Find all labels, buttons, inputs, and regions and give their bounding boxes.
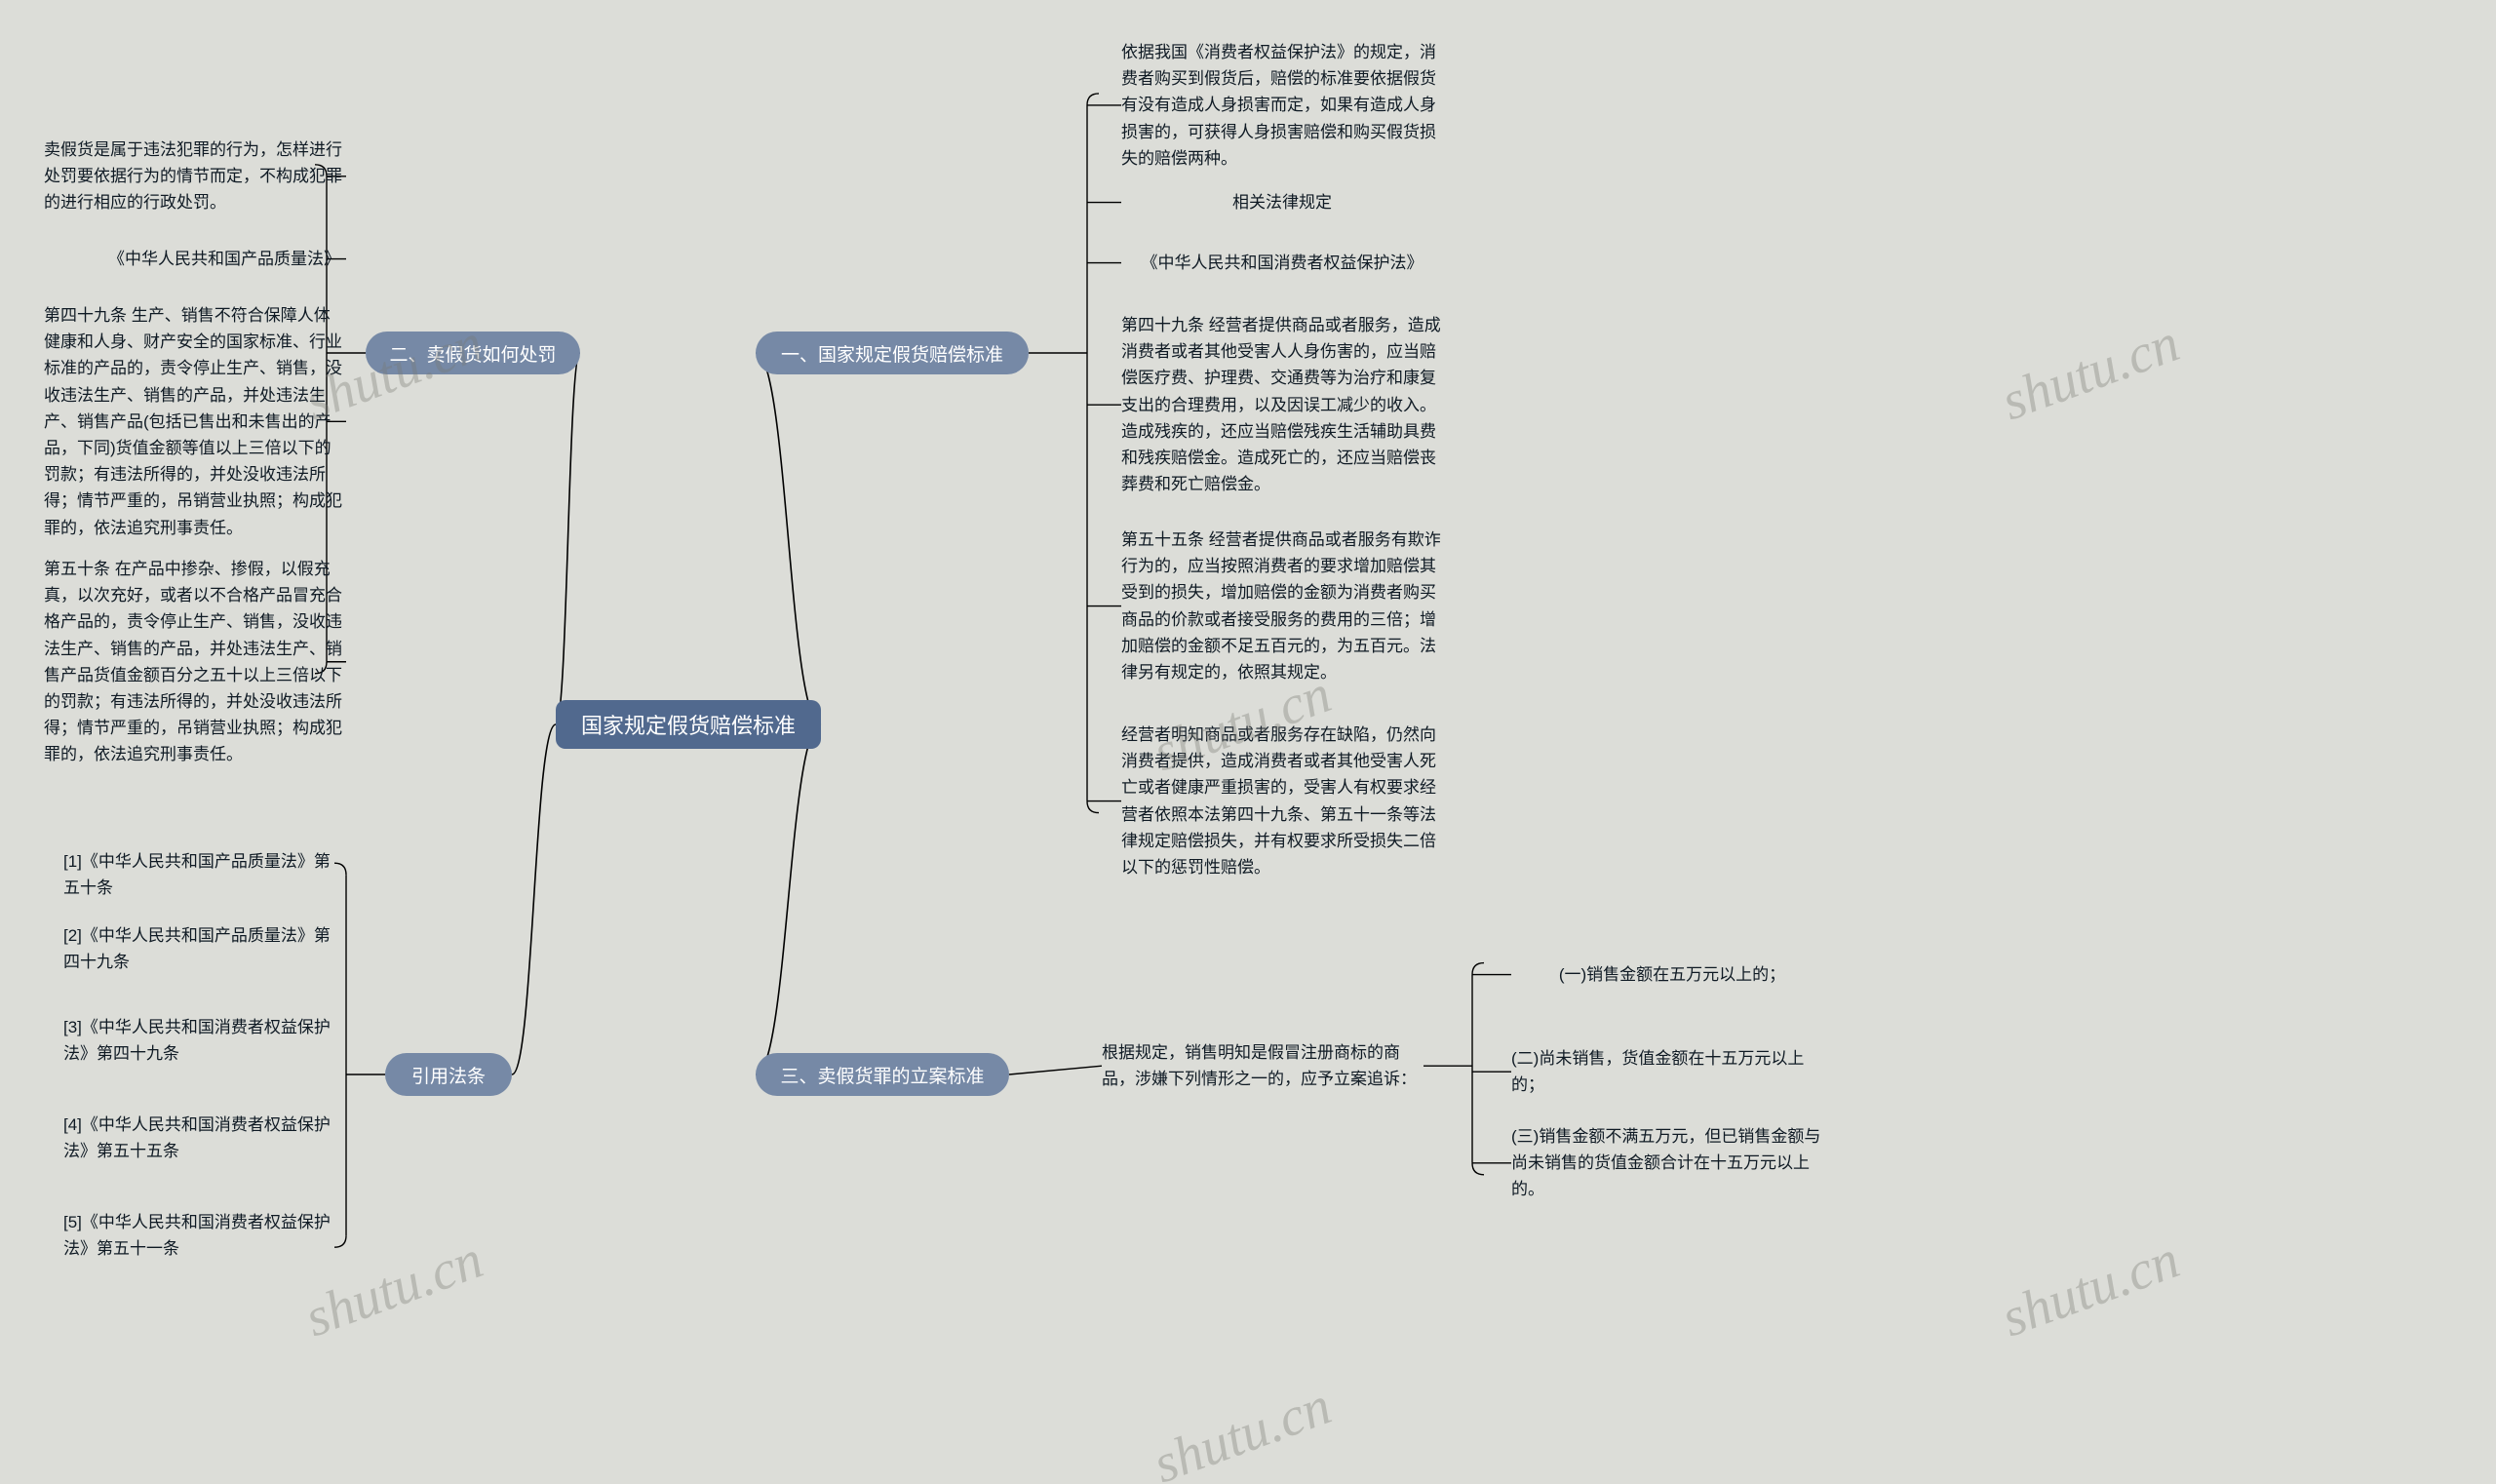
leaf-b1-5: 经营者明知商品或者服务存在缺陷，仍然向消费者提供，造成消费者或者其他受害人死亡或… [1121,722,1443,880]
leaf-b4-3: [4]《中华人民共和国消费者权益保护法》第五十五条 [63,1112,346,1164]
branch-label: 引用法条 [411,1062,486,1088]
root-label: 国家规定假货赔偿标准 [581,709,796,740]
leaf-b3-2: (三)销售金额不满五万元，但已销售金额与尚未销售的货值金额合计在十五万元以上的。 [1511,1123,1833,1203]
branch-how-to-punish: 二、卖假货如何处罚 [366,332,580,374]
leaf-b1-0: 依据我国《消费者权益保护法》的规定，消费者购买到假货后，赔偿的标准要依据假货有没… [1121,39,1443,172]
branch-label: 二、卖假货如何处罚 [389,340,556,367]
branch-cited-laws: 引用法条 [385,1053,512,1096]
leaf-b3-1: (二)尚未销售，货值金额在十五万元以上的； [1511,1045,1833,1098]
leaf-b2-3: 第五十条 在产品中掺杂、掺假，以假充真，以次充好，或者以不合格产品冒充合格产品的… [44,556,346,768]
root-node: 国家规定假货赔偿标准 [556,700,821,749]
branch-label: 一、国家规定假货赔偿标准 [781,340,1003,367]
branch-compensation-standard: 一、国家规定假货赔偿标准 [756,332,1029,374]
watermark: shutu.cn [1146,1375,1340,1484]
leaf-b4-0: [1]《中华人民共和国产品质量法》第五十条 [63,848,346,901]
leaf-b1-4: 第五十五条 经营者提供商品或者服务有欺诈行为的，应当按照消费者的要求增加赔偿其受… [1121,527,1443,685]
leaf-b3-0: (一)销售金额在五万元以上的； [1511,961,1833,988]
leaf-b4-1: [2]《中华人民共和国产品质量法》第四十九条 [63,922,346,975]
watermark: shutu.cn [1994,1229,2188,1350]
leaf-b3-intro: 根据规定，销售明知是假冒注册商标的商品，涉嫌下列情形之一的，应予立案追诉： [1102,1039,1424,1092]
leaf-b2-1: 《中华人民共和国产品质量法》 [102,246,346,272]
branch-label: 三、卖假货罪的立案标准 [780,1062,984,1088]
leaf-b1-3: 第四十九条 经营者提供商品或者服务，造成消费者或者其他受害人人身伤害的，应当赔偿… [1121,312,1443,497]
branch-filing-standard: 三、卖假货罪的立案标准 [756,1053,1009,1096]
leaf-b1-1: 相关法律规定 [1121,189,1443,215]
leaf-b4-4: [5]《中华人民共和国消费者权益保护法》第五十一条 [63,1209,346,1262]
leaf-b2-2: 第四十九条 生产、销售不符合保障人体健康和人身、财产安全的国家标准、行业标准的产… [44,302,346,541]
leaf-b2-0: 卖假货是属于违法犯罪的行为，怎样进行处罚要依据行为的情节而定，不构成犯罪的进行相… [44,137,346,216]
leaf-b1-2: 《中华人民共和国消费者权益保护法》 [1121,250,1443,276]
leaf-b4-2: [3]《中华人民共和国消费者权益保护法》第四十九条 [63,1014,346,1067]
watermark: shutu.cn [1994,312,2188,434]
